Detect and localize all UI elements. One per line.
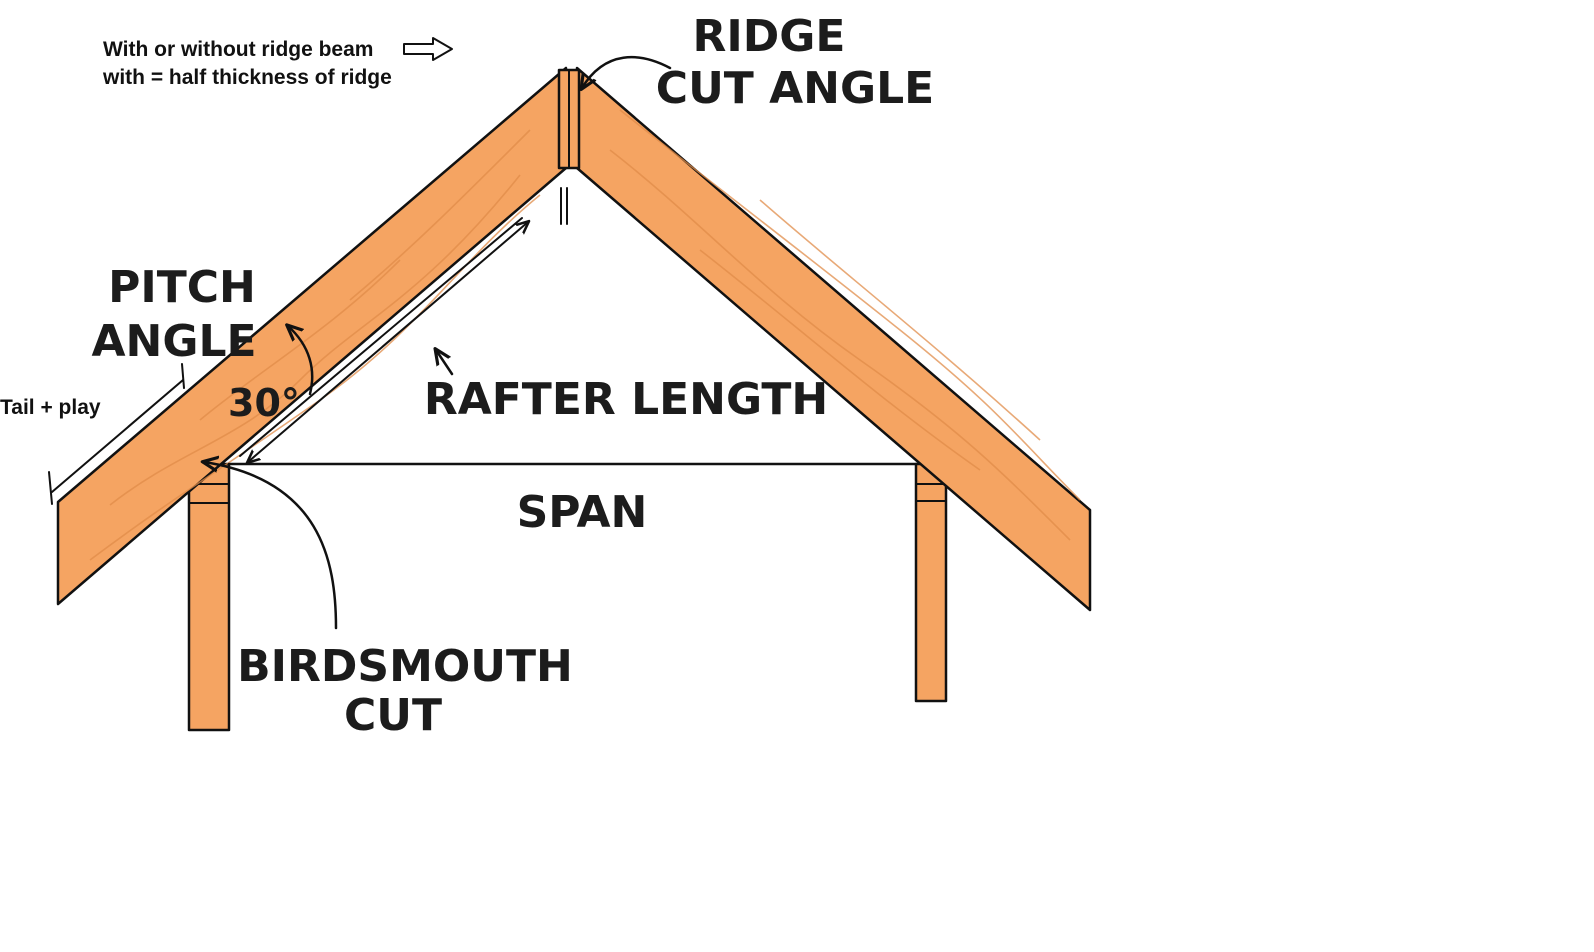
left-wall-post: [187, 462, 231, 732]
right-wall-post: [914, 462, 948, 703]
ridge-board: [557, 68, 581, 225]
ridge-cut-leader: [582, 56, 672, 88]
ridge-cut-label-line-1: RIDGE: [693, 11, 846, 62]
pitch-angle-label-line-2: ANGLE: [91, 316, 256, 367]
pitch-angle-value: 30°: [228, 381, 300, 425]
birdsmouth-leader: [204, 462, 338, 630]
right-rafter: [575, 66, 1092, 612]
tail-play-label: Tail + play: [0, 396, 101, 419]
rafter-length-pointer: [436, 350, 454, 376]
note-line-2: with = half thickness of ridge: [102, 66, 392, 89]
pitch-angle-label-line-1: PITCH: [108, 262, 256, 313]
pitch-angle-arrow: [288, 326, 314, 396]
tail-play-dimension: [48, 363, 185, 505]
span-label: SPAN: [517, 487, 648, 538]
birdsmouth-label-line-2: CUT: [344, 690, 442, 741]
birdsmouth-label-line-1: BIRDSMOUTH: [237, 641, 573, 692]
ridge-cut-label-line-2: CUT ANGLE: [656, 63, 934, 114]
rafter-length-dimension: [239, 217, 528, 462]
note-line-1: With or without ridge beam: [103, 38, 373, 61]
hollow-right-arrow-icon: [403, 37, 453, 61]
rafter-length-label: RAFTER LENGTH: [424, 374, 828, 425]
